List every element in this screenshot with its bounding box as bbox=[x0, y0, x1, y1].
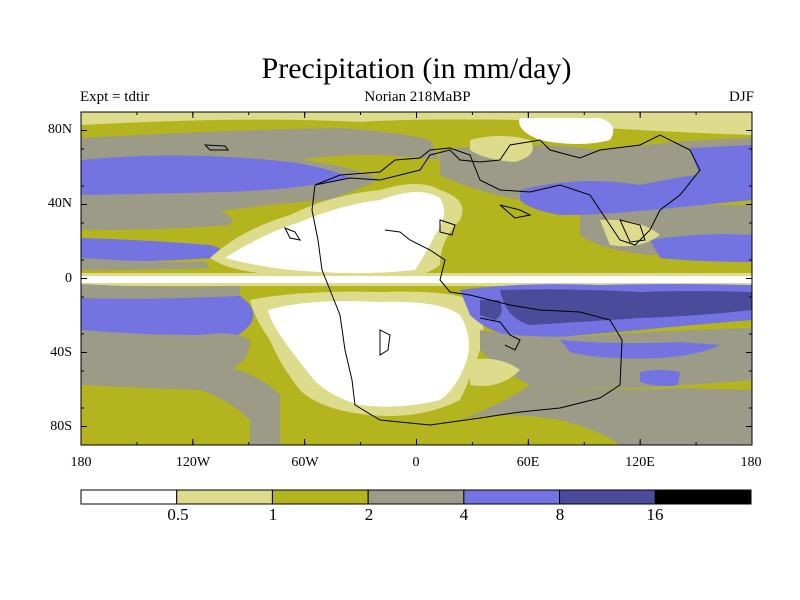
north-continent-outline bbox=[314, 134, 701, 246]
colorbar-label-1: 1 bbox=[268, 505, 278, 524]
pangea-south-arid bbox=[268, 301, 469, 407]
colorbar-label-16: 16 bbox=[646, 505, 664, 524]
island-outline-3 bbox=[499, 204, 532, 219]
pangea-north-arid bbox=[225, 191, 444, 274]
lon-label-60e: 60E bbox=[516, 455, 540, 470]
tethys-heavy-rain bbox=[500, 289, 752, 325]
colorbar-label-4: 4 bbox=[459, 505, 469, 524]
lon-label-180e: 180 bbox=[740, 455, 762, 470]
season-label: DJF bbox=[728, 89, 754, 105]
island-outline-1 bbox=[283, 227, 302, 241]
north-east-blue bbox=[520, 170, 752, 215]
east-blue-mid bbox=[650, 234, 752, 262]
island-outline-5 bbox=[203, 144, 229, 151]
south-polar-olive bbox=[460, 415, 620, 445]
colorbar-swatch bbox=[654, 489, 752, 505]
colorbar-swatch bbox=[80, 489, 178, 505]
south-equatorial-grey bbox=[81, 284, 240, 299]
colorbar-swatch bbox=[559, 489, 656, 505]
period-label: Norian 218MaBP bbox=[364, 89, 471, 105]
south-east-blue-strip bbox=[560, 340, 720, 359]
colorbar-label-8: 8 bbox=[555, 505, 565, 524]
southern-high-olive bbox=[81, 385, 250, 445]
lat-label-80n: 80N bbox=[47, 122, 72, 137]
axis-ticks bbox=[80, 111, 753, 446]
south-east-grey bbox=[480, 328, 752, 389]
lon-label-0: 0 bbox=[412, 455, 420, 470]
tethys-heavy-patch bbox=[480, 300, 502, 320]
island-outline-2 bbox=[439, 219, 456, 236]
plot-title: Precipitation (in mm/day) bbox=[261, 52, 572, 85]
lon-label-120w: 120W bbox=[175, 455, 211, 470]
lat-label-equator: 0 bbox=[65, 271, 72, 286]
north-grey-band-west bbox=[81, 128, 440, 160]
colorbar-swatch bbox=[463, 489, 561, 505]
colorbar-swatch bbox=[176, 489, 273, 505]
polar-north-arid bbox=[519, 118, 614, 144]
lat-label-40n: 40N bbox=[47, 196, 72, 211]
north-pacific-mid bbox=[81, 200, 232, 230]
colorbar-swatch bbox=[367, 489, 465, 505]
north-light-patch bbox=[470, 136, 533, 162]
lat-label-40s: 40S bbox=[50, 345, 72, 360]
lat-label-80s: 80S bbox=[50, 419, 72, 434]
south-east-blue-patch bbox=[640, 370, 680, 386]
southern-grey-west bbox=[81, 330, 250, 372]
north-east-blue-patch bbox=[690, 145, 752, 185]
precipitation-field bbox=[81, 112, 752, 445]
equatorial-dry-strip bbox=[81, 276, 752, 283]
south-east-light-patch bbox=[470, 358, 520, 386]
coast-outline-east bbox=[479, 317, 521, 351]
arctic-light-band bbox=[81, 112, 752, 135]
lon-label-60w: 60W bbox=[291, 455, 319, 470]
pangea-outline bbox=[311, 184, 623, 426]
lon-label-120e: 120E bbox=[625, 455, 655, 470]
north-pacific-heavy-band bbox=[81, 155, 350, 195]
inland-lake-outline bbox=[379, 329, 391, 356]
subtropical-blue-west bbox=[81, 238, 222, 262]
colorbar-swatch bbox=[271, 489, 369, 505]
colorbar bbox=[80, 489, 752, 505]
colorbar-label-2: 2 bbox=[364, 505, 374, 524]
coastlines bbox=[203, 134, 701, 426]
subtropical-grey-west bbox=[81, 258, 210, 270]
experiment-label: Expt = tdtir bbox=[80, 89, 150, 105]
colorbar-label-0-5: 0.5 bbox=[167, 505, 189, 524]
lon-label-180w: 180 bbox=[70, 455, 92, 470]
island-outline-4 bbox=[619, 219, 646, 243]
